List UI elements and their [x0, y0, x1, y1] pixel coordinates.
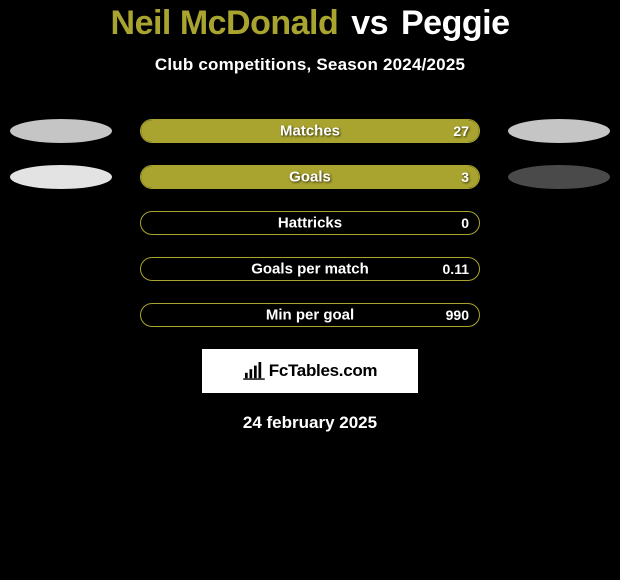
- stat-row: Goals per match 0.11: [0, 257, 620, 281]
- stat-row: Min per goal 990: [0, 303, 620, 327]
- player2-marker: [508, 165, 610, 189]
- subtitle: Club competitions, Season 2024/2025: [0, 55, 620, 75]
- page-title: Neil McDonald vs Peggie: [0, 4, 620, 43]
- stat-bar-track: Goals 3: [140, 165, 480, 189]
- stat-row: Goals 3: [0, 165, 620, 189]
- player2-marker: [508, 119, 610, 143]
- stat-label: Goals per match: [251, 261, 369, 278]
- stat-value: 27: [453, 123, 469, 139]
- comparison-card: Neil McDonald vs Peggie Club competition…: [0, 0, 620, 433]
- stat-row: Matches 27: [0, 119, 620, 143]
- stat-value: 3: [461, 169, 469, 185]
- player2-name: Peggie: [401, 4, 509, 42]
- brand-logo-inner: FcTables.com: [243, 361, 378, 381]
- stat-value: 0: [461, 215, 469, 231]
- brand-name: FcTables.com: [269, 361, 378, 381]
- vs-text: vs: [351, 4, 388, 42]
- stat-bar-track: Goals per match 0.11: [140, 257, 480, 281]
- stat-value: 0.11: [443, 261, 469, 277]
- stat-bar-track: Hattricks 0: [140, 211, 480, 235]
- player1-marker: [10, 119, 112, 143]
- stat-label: Goals: [289, 169, 331, 186]
- stats-list: Matches 27 Goals 3 Hattricks 0: [0, 119, 620, 327]
- brand-logo: FcTables.com: [202, 349, 418, 393]
- stat-bar-track: Min per goal 990: [140, 303, 480, 327]
- stat-row: Hattricks 0: [0, 211, 620, 235]
- bar-chart-icon: [243, 362, 265, 380]
- stat-bar-track: Matches 27: [140, 119, 480, 143]
- stat-label: Matches: [280, 123, 340, 140]
- stat-value: 990: [446, 307, 469, 323]
- date-label: 24 february 2025: [0, 413, 620, 433]
- player1-marker: [10, 165, 112, 189]
- stat-label: Min per goal: [266, 307, 354, 324]
- player1-name: Neil McDonald: [111, 4, 339, 42]
- stat-label: Hattricks: [278, 215, 342, 232]
